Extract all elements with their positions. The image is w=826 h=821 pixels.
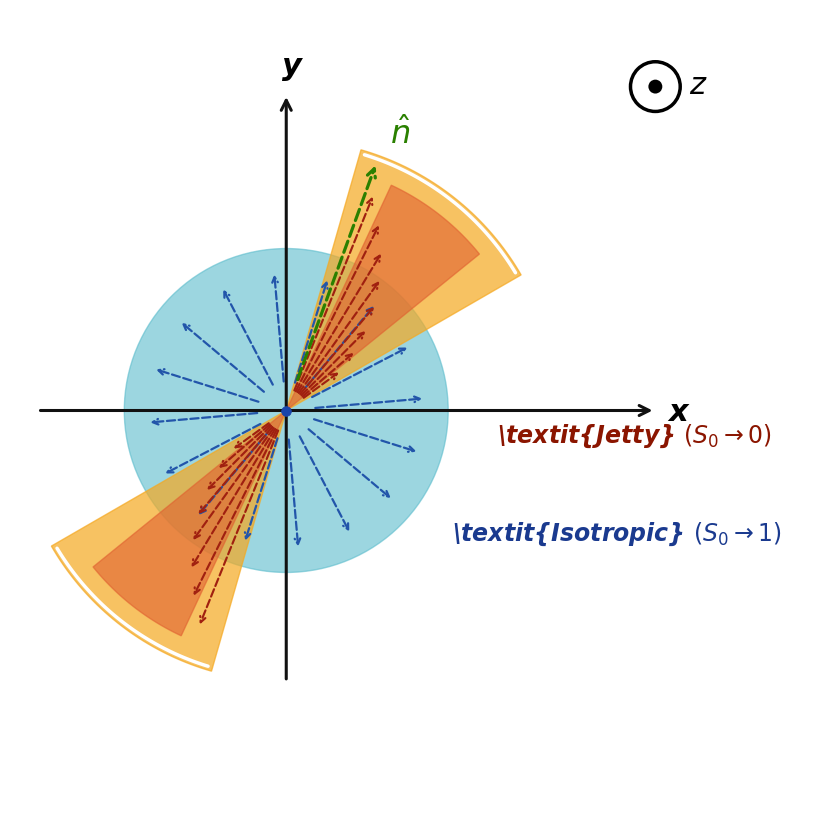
Circle shape [648,80,662,94]
Text: \textit{Isotropic} $(S_0 \rightarrow 1)$: \textit{Isotropic} $(S_0 \rightarrow 1)$ [452,521,781,548]
Polygon shape [287,186,479,410]
Text: \textit{Jetty} $(S_0 \rightarrow 0)$: \textit{Jetty} $(S_0 \rightarrow 0)$ [497,424,772,451]
Text: $\boldsymbol{y}$: $\boldsymbol{y}$ [281,54,304,83]
Text: $\hat{n}$: $\hat{n}$ [390,117,410,151]
Polygon shape [51,410,287,672]
Polygon shape [287,149,521,410]
Text: $\boldsymbol{x}$: $\boldsymbol{x}$ [667,398,691,427]
Circle shape [124,249,449,572]
Text: $z$: $z$ [689,71,708,100]
Polygon shape [93,410,287,635]
